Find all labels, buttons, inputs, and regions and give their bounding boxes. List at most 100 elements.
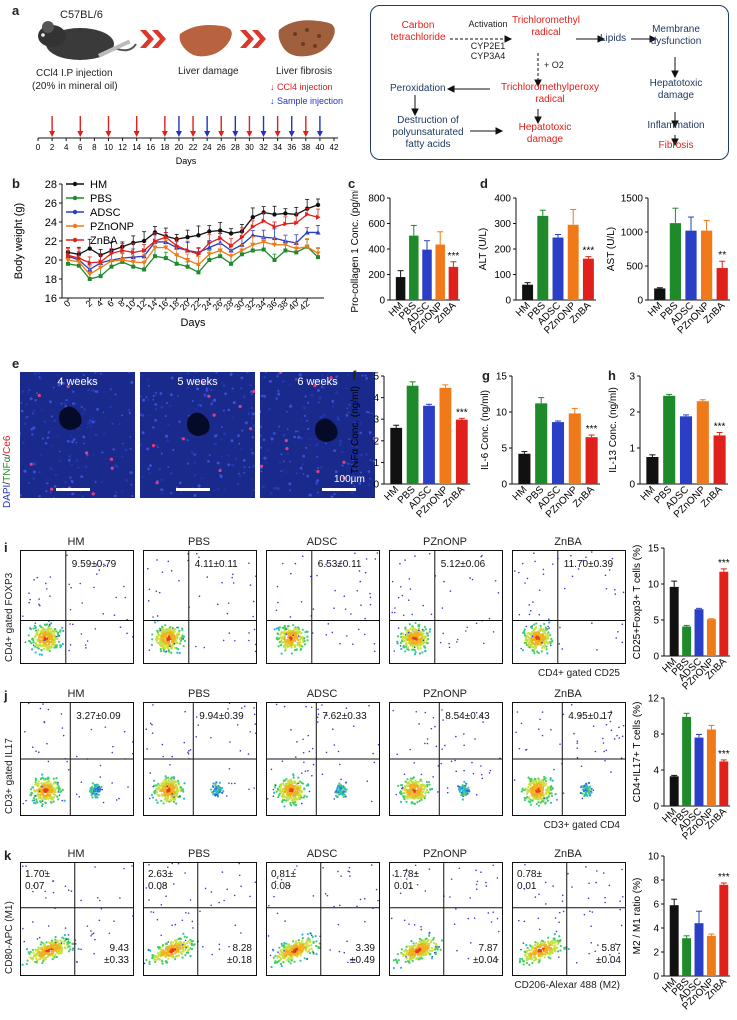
c-bar-PBS <box>409 235 419 300</box>
flow-event <box>198 556 200 559</box>
flow-event <box>423 797 426 800</box>
nucleus-dot <box>289 489 292 492</box>
flow-event <box>161 635 164 638</box>
ce6-dot <box>201 381 205 385</box>
flow-event <box>407 638 410 641</box>
g-bar-PZnONP <box>568 413 581 484</box>
flow-event <box>344 795 347 798</box>
flow-event <box>131 741 133 743</box>
flow-quadrant-value: 8.54±0.43 <box>445 711 490 722</box>
flow-event <box>249 731 252 733</box>
flow-event <box>543 644 546 647</box>
flow-event <box>418 629 420 632</box>
nucleus-dot <box>148 472 151 475</box>
flow-event <box>66 760 68 763</box>
flow-event <box>159 629 162 632</box>
flow-event <box>620 757 623 759</box>
ce6-dot <box>260 464 264 468</box>
flow-event <box>547 631 550 634</box>
flow-event <box>71 948 74 952</box>
flow-event <box>539 643 542 647</box>
week-label: 6 weeks <box>297 376 338 388</box>
flow-event <box>163 798 166 801</box>
flow-event <box>38 751 40 754</box>
flow-event <box>84 644 87 646</box>
flow-event <box>399 800 403 803</box>
nucleus-dot <box>53 497 55 498</box>
nucleus-dot <box>317 467 320 470</box>
pathway-activation: Activation <box>468 19 508 29</box>
flow-event <box>529 803 532 806</box>
flow-event <box>44 628 47 631</box>
b-point <box>98 274 103 279</box>
nucleus-dot <box>260 410 262 414</box>
flow-event <box>197 724 200 727</box>
nucleus-dot <box>23 469 27 473</box>
nucleus-dot <box>54 473 58 477</box>
timeline-tick-label: 22 <box>189 143 198 152</box>
flow-event <box>78 795 81 798</box>
nucleus-dot <box>277 392 281 396</box>
nucleus-dot <box>83 442 85 445</box>
b-xtick-label: 2 <box>84 298 95 309</box>
flow-event <box>36 784 40 787</box>
nucleus-dot <box>95 372 98 374</box>
nucleus-dot <box>41 437 45 440</box>
nucleus-dot <box>72 390 75 393</box>
flow-event <box>178 642 182 645</box>
flow-event <box>550 794 554 798</box>
flow-event <box>524 634 527 637</box>
flow-event <box>42 948 45 952</box>
flow-event <box>102 613 105 615</box>
flow-event <box>41 790 44 793</box>
b-legend-marker <box>72 237 78 243</box>
flow-event <box>179 637 182 640</box>
flow-event <box>535 790 538 793</box>
b-ytick-label: 16 <box>45 293 57 305</box>
panel-label-g: g <box>482 368 490 383</box>
flow-event <box>51 629 54 632</box>
flow-event <box>544 777 547 780</box>
flow-event <box>147 567 149 570</box>
flow-event <box>321 773 324 776</box>
nucleus-dot <box>208 454 211 457</box>
b-point <box>207 258 212 262</box>
b-legend-label: ADSC <box>90 207 121 219</box>
flow-event <box>543 622 546 626</box>
nucleus-dot <box>263 394 266 398</box>
nucleus-dot <box>314 438 317 441</box>
d1-sig: *** <box>583 246 595 257</box>
d2-ytick-label: 500 <box>626 262 643 273</box>
flow-event <box>49 576 52 578</box>
flow-event <box>539 718 541 721</box>
flow-event <box>295 782 298 785</box>
flow-event <box>303 637 306 640</box>
b-point <box>271 242 278 248</box>
b-point <box>283 221 288 227</box>
flow-event <box>333 607 335 610</box>
flow-event <box>294 803 298 807</box>
flow-event <box>37 796 40 799</box>
nucleus-dot <box>82 435 86 439</box>
flow-event <box>534 788 537 791</box>
flow-event <box>229 741 231 743</box>
nucleus-dot <box>345 462 349 465</box>
flow-event <box>216 791 220 795</box>
flow-event <box>31 948 35 951</box>
nucleus-dot <box>94 372 97 374</box>
flow-event <box>63 946 66 949</box>
flow-event <box>409 627 412 631</box>
nucleus-dot <box>177 395 180 397</box>
flow-event <box>520 722 523 725</box>
nucleus-dot <box>44 441 48 445</box>
flow-event <box>316 716 319 719</box>
nucleus-dot <box>71 492 75 496</box>
ce6-dot <box>329 376 333 380</box>
flow-event <box>33 799 36 801</box>
nucleus-dot <box>34 399 37 402</box>
flow-event <box>284 649 287 652</box>
flow-event <box>51 636 54 639</box>
flow-event <box>46 630 49 633</box>
flow-event <box>527 797 531 800</box>
flow-event <box>57 798 60 801</box>
